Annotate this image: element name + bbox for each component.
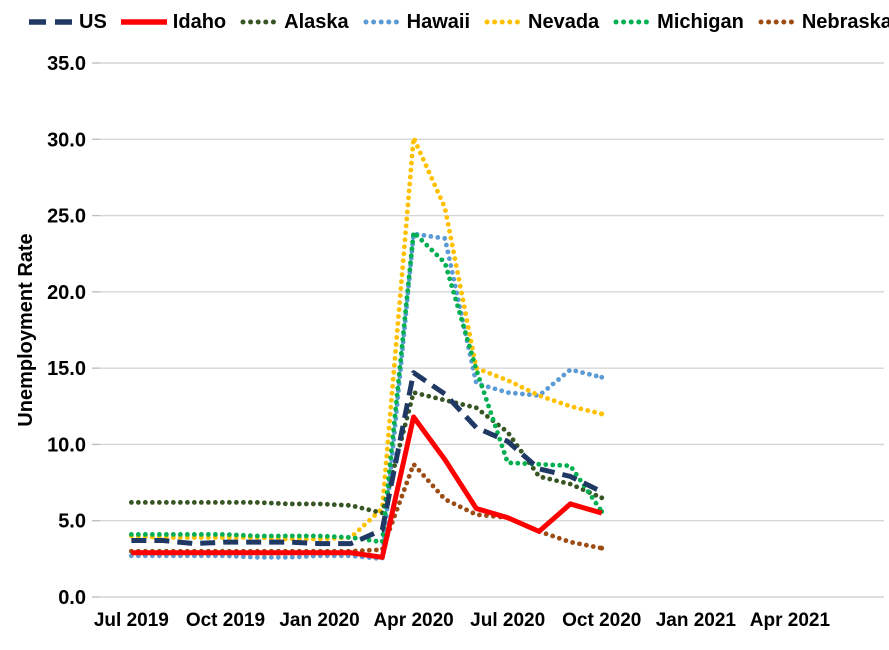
legend-marker-dotted — [363, 19, 399, 25]
legend-label: Nebraska — [801, 11, 889, 33]
y-tick-label: 30.0 — [47, 129, 86, 151]
y-tick-label: 20.0 — [47, 282, 86, 304]
series-michigan — [128, 232, 605, 544]
x-tick-label: Apr 2021 — [750, 610, 831, 631]
series-hawaii — [128, 231, 605, 561]
gridlines — [100, 62, 884, 598]
legend-label: Nevada — [528, 11, 600, 33]
legend-label: Michigan — [657, 11, 744, 33]
legend-item-hawaii: Hawaii — [362, 12, 470, 32]
legend-item-alaska: Alaska — [239, 12, 349, 32]
legend-item-nebraska: Nebraska — [757, 12, 889, 32]
x-tick-label: Jan 2020 — [279, 610, 359, 631]
y-tick-label: 0.0 — [58, 587, 86, 609]
chart-legend: US Idaho Alaska Hawaii Nevada Michigan Nebrask… — [28, 12, 889, 32]
x-tick-label: Oct 2020 — [562, 610, 641, 631]
legend-marker-dotted — [758, 19, 794, 25]
y-tick-label: 25.0 — [47, 206, 86, 228]
x-tick-label: Jul 2019 — [94, 610, 169, 631]
legend-label: Hawaii — [406, 11, 470, 33]
legend-marker-dotted — [240, 19, 277, 25]
x-tick-label: Oct 2019 — [186, 610, 265, 631]
legend-item-us: US — [28, 12, 107, 32]
series-us — [131, 370, 603, 547]
x-tick-label: Jul 2020 — [470, 610, 545, 631]
legend-marker-solid — [120, 19, 167, 25]
legend-item-idaho: Idaho — [120, 12, 226, 32]
legend-marker-dotted — [613, 19, 650, 25]
legend-label: US — [79, 11, 107, 33]
series-nevada — [128, 137, 605, 542]
y-tick-label: 5.0 — [58, 511, 86, 533]
axis-labels: 0.0 5.0 10.0 15.0 20.0 25.0 30.0 35.0 Jul 2019 Oc… — [47, 53, 830, 631]
legend-item-nevada: Nevada — [483, 12, 599, 32]
legend-marker-dashed — [29, 19, 73, 25]
series-idaho — [131, 414, 603, 560]
y-tick-label: 35.0 — [47, 53, 86, 75]
legend-label: Idaho — [172, 11, 227, 33]
axis-ticks — [92, 62, 100, 598]
x-tick-label: Apr 2020 — [373, 610, 453, 631]
y-axis-title: Unemployment Rate — [15, 233, 37, 426]
y-tick-label: 15.0 — [47, 358, 86, 380]
x-tick-label: Jan 2021 — [656, 610, 737, 631]
legend-item-michigan: Michigan — [612, 12, 744, 32]
legend-label: Alaska — [284, 11, 349, 33]
legend-marker-dotted — [484, 19, 520, 25]
series-alaska — [128, 390, 605, 516]
y-tick-label: 10.0 — [47, 434, 86, 456]
series-nebraska — [128, 462, 605, 554]
